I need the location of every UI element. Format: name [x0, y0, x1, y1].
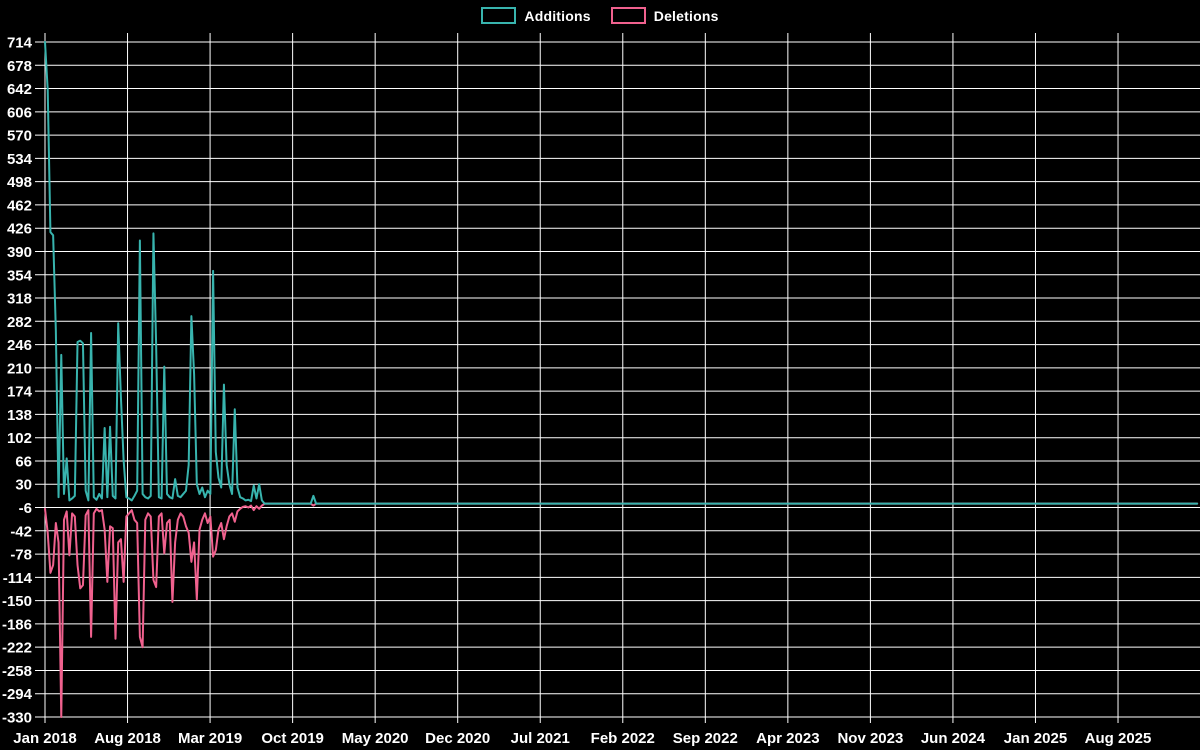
y-tick-label: 498	[7, 174, 32, 191]
y-tick-label: 174	[7, 384, 33, 401]
y-tick-label: 606	[7, 104, 32, 121]
x-tick-label: Jan 2018	[13, 730, 76, 747]
y-tick-label: 246	[7, 337, 32, 354]
y-tick-label: 354	[7, 267, 33, 284]
y-tick-label: 534	[7, 151, 33, 168]
legend-item-additions[interactable]: Additions	[481, 7, 591, 24]
y-tick-label: -222	[2, 640, 32, 657]
legend-label-deletions: Deletions	[653, 7, 719, 24]
y-tick-label: 570	[7, 128, 32, 145]
x-axis-labels: Jan 2018 Aug 2018 Mar 2019 Oct 2019 May 2020…	[13, 730, 1151, 747]
x-tick-label: Jun 2024	[921, 730, 986, 747]
y-tick-label: 426	[7, 221, 32, 238]
chart-legend: Additions Deletions	[0, 7, 1200, 24]
y-axis-labels: 714 678 642 606 570 534 498 462 426 390 354 318 282 2…	[2, 35, 33, 727]
y-tick-label: -150	[2, 593, 32, 610]
y-tick-label: -6	[19, 500, 32, 517]
x-tick-label: Jan 2025	[1004, 730, 1067, 747]
y-tick-label: 390	[7, 244, 32, 261]
x-tick-label: Jul 2021	[511, 730, 570, 747]
y-tick-label: 66	[15, 453, 32, 470]
x-tick-label: May 2020	[342, 730, 409, 747]
y-tick-label: 282	[7, 314, 32, 331]
x-tick-label: Mar 2019	[178, 730, 242, 747]
y-tick-label: -294	[2, 686, 33, 703]
x-tick-label: Sep 2022	[673, 730, 738, 747]
legend-item-deletions[interactable]: Deletions	[610, 7, 719, 24]
y-tick-label: -114	[3, 570, 33, 587]
series-line-additions	[44, 41, 1199, 505]
x-tick-label: Dec 2020	[425, 730, 490, 747]
y-tick-label: 462	[7, 197, 32, 214]
y-tick-label: 138	[7, 407, 32, 424]
y-tick-label: 678	[7, 58, 32, 75]
x-tick-label: Oct 2019	[261, 730, 324, 747]
y-tick-label: -330	[2, 710, 32, 727]
y-tick-label: -42	[10, 523, 32, 540]
y-tick-label: 714	[7, 35, 33, 52]
y-tick-label: 210	[7, 360, 32, 377]
y-tick-label: -186	[2, 616, 32, 633]
y-tick-label: -258	[2, 663, 32, 680]
additions-swatch-icon	[481, 7, 517, 24]
y-tick-label: -78	[10, 547, 32, 564]
y-tick-label: 642	[7, 81, 32, 98]
x-tick-label: Aug 2018	[94, 730, 161, 747]
legend-label-additions: Additions	[524, 7, 591, 24]
y-tick-label: 30	[15, 477, 32, 494]
gridlines	[35, 33, 1200, 724]
x-tick-label: Apr 2023	[756, 730, 819, 747]
y-tick-label: 102	[7, 430, 32, 447]
deletions-swatch-icon	[610, 7, 646, 24]
x-tick-label: Feb 2022	[591, 730, 655, 747]
x-tick-label: Aug 2025	[1085, 730, 1152, 747]
x-tick-label: Nov 2023	[837, 730, 903, 747]
y-tick-label: 318	[7, 291, 32, 308]
